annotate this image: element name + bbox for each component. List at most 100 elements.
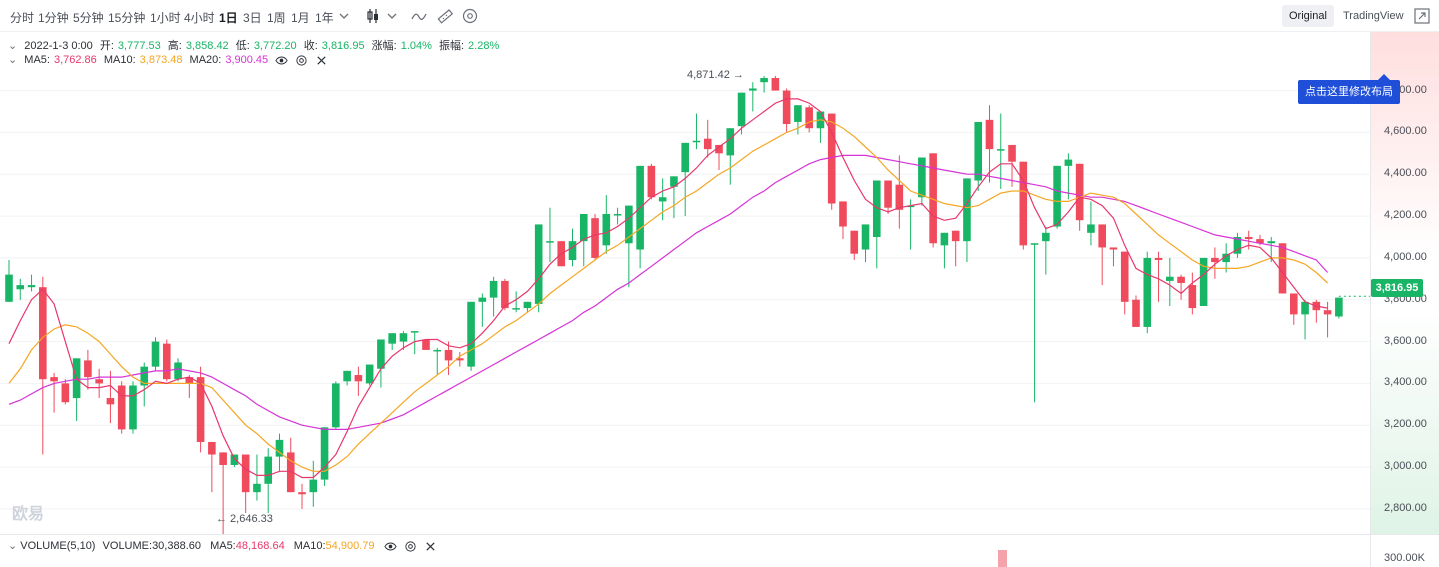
vol-ma10-label: MA10:	[293, 540, 326, 552]
timeframe-6[interactable]: 1日	[219, 11, 238, 25]
candle-body	[794, 105, 802, 122]
open-value: 3,777.53	[117, 40, 161, 52]
ma5-label: MA5:	[24, 54, 50, 66]
timeframe-1[interactable]: 1分钟	[38, 11, 69, 25]
candle-body	[895, 184, 904, 210]
candle-body	[332, 383, 340, 428]
candle-body	[444, 349, 453, 361]
ma-legend: ⌄ MA5: 3,762.86 MA10: 3,873.48 MA20: 3,900.…	[8, 53, 332, 67]
candle-body	[850, 230, 859, 254]
high-annotation: 4,871.42 →	[687, 69, 744, 81]
chevron-down-icon[interactable]	[335, 7, 353, 25]
candle-body	[377, 339, 385, 369]
timeframe-7[interactable]: 3日	[243, 11, 262, 25]
candle-body	[884, 180, 892, 208]
candle-body	[591, 218, 599, 258]
candle-body	[39, 287, 47, 380]
candle-body	[1278, 243, 1287, 294]
candle-body	[1143, 257, 1152, 327]
candle-body	[241, 454, 250, 493]
timeframe-4[interactable]: 1小时	[150, 11, 181, 25]
volume-axis: 300.00K	[1370, 535, 1439, 567]
price-chart[interactable]	[0, 32, 1370, 534]
timeframe-10[interactable]: 1年	[315, 11, 334, 25]
candle-body	[974, 121, 983, 181]
candle-body	[715, 144, 723, 154]
candle-body	[1301, 301, 1309, 315]
candle-body	[861, 224, 870, 250]
candle-body	[410, 331, 419, 333]
high-value: 3,858.42	[185, 40, 229, 52]
candle-body	[1019, 161, 1028, 246]
candle-body	[918, 157, 926, 198]
vol-ma5-value: 48,168.64	[235, 540, 285, 552]
pane-separator[interactable]	[0, 534, 1439, 535]
ohlc-legend: ⌄ 2022-1-3 0:00 开: 3,777.53 高: 3,858.42 低:…	[8, 37, 503, 53]
candle-body	[422, 339, 430, 350]
candle-body	[1008, 144, 1016, 162]
candlestick-icon[interactable]	[364, 7, 382, 25]
candle-body	[839, 201, 847, 227]
candle-body	[343, 370, 351, 382]
layout-tooltip[interactable]: 点击这里修改布局	[1298, 74, 1400, 104]
timeframe-9[interactable]: 1月	[291, 11, 310, 25]
gear-icon[interactable]	[295, 54, 308, 67]
timeframe-3[interactable]: 15分钟	[108, 11, 146, 25]
gear-icon[interactable]	[461, 7, 479, 25]
candle-body	[264, 456, 273, 484]
candle-body	[681, 142, 689, 173]
candle-body	[27, 285, 36, 288]
candle-body	[456, 358, 464, 361]
ma10-label: MA10:	[103, 54, 136, 66]
gear-icon[interactable]	[404, 540, 417, 553]
candle-body	[1030, 243, 1039, 245]
legend-date: 2022-1-3 0:00	[24, 40, 93, 52]
candle-body	[782, 90, 791, 125]
timeframe-8[interactable]: 1周	[267, 11, 286, 25]
candle-body	[1109, 247, 1118, 250]
eye-icon[interactable]	[383, 540, 397, 553]
amplitude-value: 2.28%	[468, 40, 500, 52]
timeframe-2[interactable]: 5分钟	[73, 11, 104, 25]
y-tick-label: 4,400.00	[1384, 167, 1427, 180]
timeframe-0[interactable]: 分时	[10, 11, 35, 25]
collapse-chevron-icon[interactable]: ⌄	[8, 540, 18, 552]
candle-body	[512, 308, 520, 310]
candle-body	[1177, 276, 1185, 283]
chevron-down-icon[interactable]	[383, 7, 401, 25]
candle-body	[501, 280, 509, 309]
candle-body	[658, 197, 667, 202]
y-tick-label: 3,400.00	[1384, 376, 1427, 389]
candle-body	[1188, 285, 1197, 309]
candle-body	[726, 128, 735, 156]
view-original-button[interactable]: Original	[1282, 5, 1334, 27]
candle-body	[1222, 253, 1230, 263]
candle-body	[1042, 232, 1050, 242]
ruler-icon[interactable]	[436, 7, 454, 25]
y-tick-label: 3,000.00	[1384, 460, 1427, 473]
ma20-label: MA20:	[189, 54, 222, 66]
change-label: 涨幅:	[371, 40, 397, 52]
candle-body	[16, 285, 25, 290]
candle-body	[534, 224, 543, 304]
fullscreen-icon[interactable]	[1413, 7, 1431, 25]
close-icon[interactable]	[315, 54, 328, 67]
collapse-chevron-icon[interactable]: ⌄	[8, 40, 18, 52]
close-value: 3,816.95	[321, 40, 365, 52]
vol-ma5-label: MA5:	[210, 540, 236, 552]
candle-body	[354, 375, 363, 382]
view-tradingview-button[interactable]: TradingView	[1343, 10, 1404, 22]
indicator-icon[interactable]	[410, 7, 428, 25]
candle-body	[625, 205, 633, 244]
collapse-chevron-icon[interactable]: ⌄	[8, 54, 18, 66]
eye-icon[interactable]	[275, 54, 288, 67]
close-icon[interactable]	[424, 540, 437, 553]
candle-body	[117, 385, 126, 430]
candle-body	[670, 176, 678, 187]
candle-body	[1256, 239, 1264, 244]
candle-body	[1267, 241, 1276, 244]
candle-body	[1154, 257, 1163, 260]
timeframe-5[interactable]: 4小时	[184, 11, 215, 25]
candle-body	[827, 113, 836, 204]
candle-body	[1323, 310, 1332, 315]
